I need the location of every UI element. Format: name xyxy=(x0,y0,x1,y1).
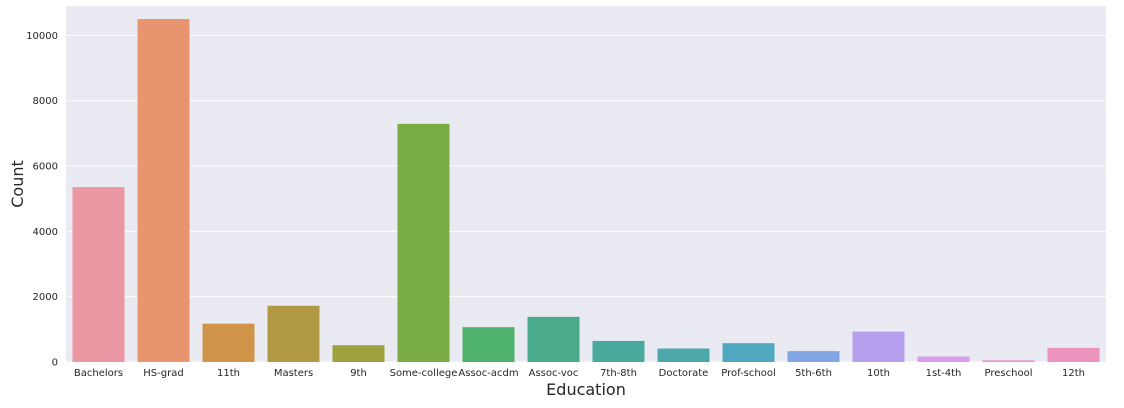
y-axis-title: Count xyxy=(8,160,27,208)
x-tick-label: Doctorate xyxy=(659,368,709,379)
y-tick-label: 6000 xyxy=(33,162,58,173)
bar-preschool xyxy=(982,360,1035,362)
x-tick-label: HS-grad xyxy=(143,368,183,379)
y-tick-labels: 0 2000 4000 6000 8000 10000 xyxy=(26,31,58,369)
bar-10th xyxy=(852,331,905,362)
x-tick-label: 9th xyxy=(350,368,367,379)
bar-masters xyxy=(267,305,320,362)
y-tick-label: 8000 xyxy=(33,96,58,107)
bar-1st-4th xyxy=(917,356,970,362)
x-tick-label: Assoc-voc xyxy=(529,368,579,379)
x-tick-label: 10th xyxy=(867,368,890,379)
bar-assoc-voc xyxy=(527,316,580,362)
bar-9th xyxy=(332,345,385,362)
bar-12th xyxy=(1047,347,1100,362)
bar-11th xyxy=(202,323,255,362)
x-tick-label: Assoc-acdm xyxy=(458,368,518,379)
x-tick-labels: Bachelors HS-grad 11th Masters 9th Some-colle… xyxy=(74,368,1085,379)
x-tick-label: Masters xyxy=(274,368,313,379)
x-tick-label: 7th-8th xyxy=(600,368,637,379)
bar-assoc-acdm xyxy=(462,327,515,362)
bar-doctorate xyxy=(657,348,710,362)
x-tick-label: Preschool xyxy=(985,368,1033,379)
y-tick-label: 2000 xyxy=(33,292,58,303)
x-tick-label: Bachelors xyxy=(74,368,123,379)
y-tick-label: 4000 xyxy=(33,227,58,238)
bar-5th-6th xyxy=(787,351,840,362)
bar-bachelors xyxy=(72,187,125,362)
x-tick-label: 5th-6th xyxy=(795,368,832,379)
x-tick-label: Some-college xyxy=(390,368,458,379)
bar-hs-grad xyxy=(137,19,190,363)
x-tick-label: 11th xyxy=(217,368,240,379)
bar-prof-school xyxy=(722,343,775,362)
x-tick-label: 12th xyxy=(1062,368,1085,379)
y-tick-label: 0 xyxy=(52,358,58,369)
bar-7th-8th xyxy=(592,340,645,362)
y-tick-label: 10000 xyxy=(26,31,58,42)
x-tick-label: 1st-4th xyxy=(926,368,962,379)
bar-some-college xyxy=(397,123,450,363)
x-axis-title: Education xyxy=(546,380,626,399)
plot-area xyxy=(66,6,1106,362)
x-tick-label: Prof-school xyxy=(721,368,776,379)
bars xyxy=(72,19,1100,363)
